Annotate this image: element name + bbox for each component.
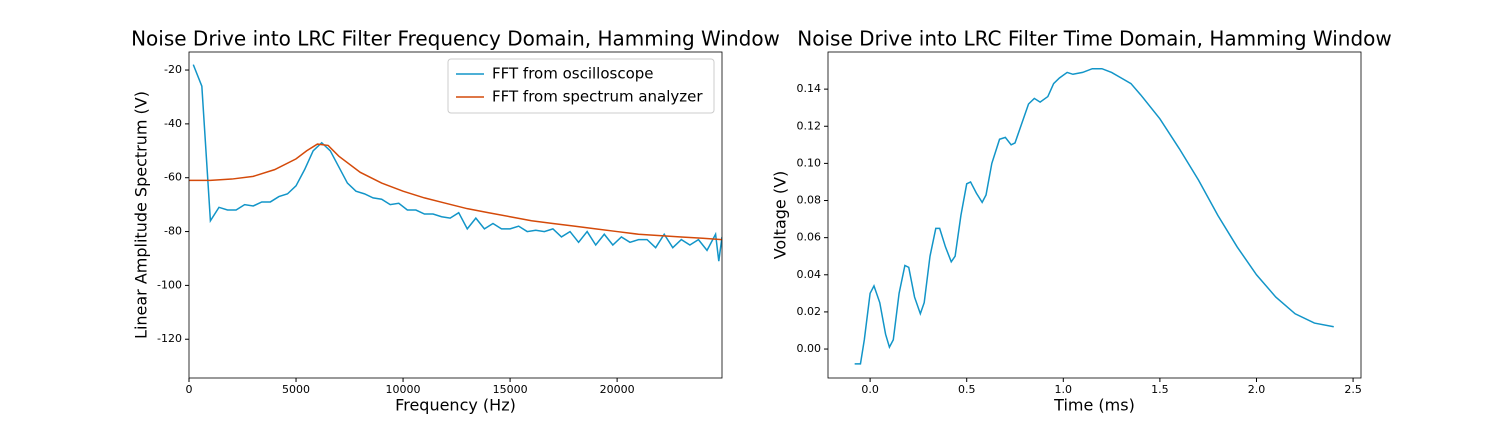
legend-box [447, 58, 715, 114]
y-tick-label: 0.10 [797, 156, 822, 169]
y-tick-label: -80 [164, 225, 182, 238]
x-axis-label: Time (ms) [1053, 396, 1135, 415]
data-line [189, 143, 722, 241]
x-tick-label: 15000 [493, 383, 528, 396]
chart-title: Noise Drive into LRC Filter Time Domain,… [797, 27, 1391, 51]
chart-title: Noise Drive into LRC Filter Frequency Do… [131, 27, 780, 51]
x-tick-label: 0.5 [958, 383, 976, 396]
x-tick-label: 2.5 [1344, 383, 1362, 396]
y-tick-label: 0.14 [797, 82, 822, 95]
axes-frame [827, 51, 1362, 379]
x-tick-label: 0.0 [861, 383, 879, 396]
y-tick-label: -20 [164, 63, 182, 76]
data-line [854, 67, 1334, 365]
y-tick-label: 0.08 [797, 194, 822, 207]
x-tick-label: 1.5 [1151, 383, 1169, 396]
y-tick-label: 0.00 [797, 342, 822, 355]
x-tick-label: 2.0 [1248, 383, 1266, 396]
y-axis-label: Voltage (V) [771, 171, 790, 260]
legend-label: FFT from oscilloscope [492, 65, 654, 83]
y-axis-label: Linear Amplitude Spectrum (V) [132, 91, 151, 339]
x-tick-label: 5000 [282, 383, 310, 396]
y-tick-label: -40 [164, 117, 182, 130]
y-tick-label: -120 [157, 332, 182, 345]
x-tick-label: 0 [186, 383, 193, 396]
axes-frame [188, 51, 723, 379]
y-tick-label: 0.12 [797, 119, 822, 132]
x-axis-label: Frequency (Hz) [395, 396, 516, 415]
data-line [192, 64, 722, 262]
y-tick-label: 0.02 [797, 305, 822, 318]
x-tick-label: 1.0 [1055, 383, 1073, 396]
y-tick-label: 0.06 [797, 231, 822, 244]
y-tick-label: -60 [164, 171, 182, 184]
y-tick-label: 0.04 [797, 268, 822, 281]
y-tick-label: -100 [157, 278, 182, 291]
x-tick-label: 20000 [600, 383, 635, 396]
x-tick-label: 10000 [386, 383, 421, 396]
legend-label: FFT from spectrum analyzer [492, 88, 703, 106]
